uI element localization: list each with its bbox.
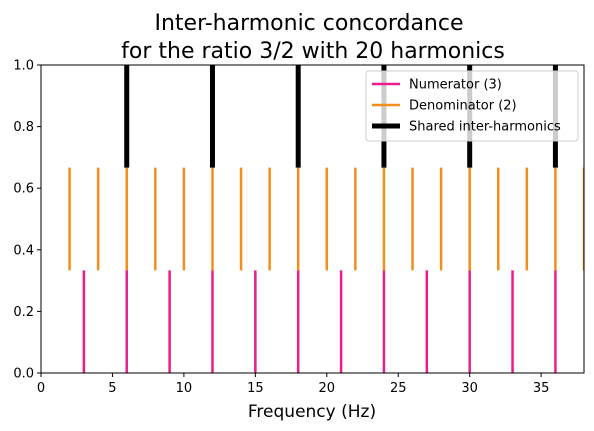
x-tick-label: 20 <box>319 381 336 396</box>
chart-title-line-2: for the ratio 3/2 with 20 harmonics <box>121 39 505 64</box>
plot-frame <box>40 64 585 374</box>
y-tick-label: 0.8 <box>13 120 34 135</box>
x-axis-label: Frequency (Hz) <box>248 402 376 422</box>
x-tick-label: 10 <box>176 381 193 396</box>
legend-label: Denominator (2) <box>409 99 517 114</box>
legend-label: Numerator (3) <box>409 78 502 93</box>
x-tick-label: 0 <box>37 381 45 396</box>
series-2 <box>68 167 584 271</box>
x-tick-label: 25 <box>390 381 407 396</box>
legend-label: Shared inter-harmonics <box>409 120 561 135</box>
y-tick-label: 0.6 <box>13 182 34 197</box>
x-tick-label: 35 <box>533 381 550 396</box>
y-axis: 0.0 0.2 0.4 0.6 0.8 1.0 <box>13 59 41 382</box>
legend-box <box>365 70 579 142</box>
y-tick-label: 0.2 <box>13 305 34 320</box>
y-tick-label: 1.0 <box>13 59 34 74</box>
x-tick-label: 30 <box>461 381 478 396</box>
x-tick-label: 5 <box>108 381 116 396</box>
y-tick-label: 0.0 <box>13 367 34 382</box>
plot-area <box>40 64 585 374</box>
series-1 <box>82 270 557 373</box>
legend: Numerator (3) Denominator (2) Shared inter… <box>365 70 579 142</box>
y-tick-label: 0.4 <box>13 243 34 258</box>
chart-title-line-1: Inter-harmonic concordance <box>154 11 463 36</box>
x-tick-label: 15 <box>247 381 264 396</box>
x-axis: 0 5 10 15 20 25 30 35 <box>37 373 550 396</box>
